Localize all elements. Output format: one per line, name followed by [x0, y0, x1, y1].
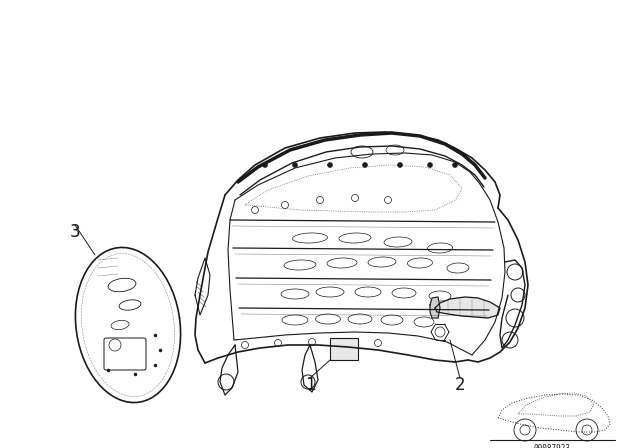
- Text: 3: 3: [70, 223, 80, 241]
- Text: 2: 2: [454, 376, 465, 394]
- Polygon shape: [430, 297, 440, 318]
- Circle shape: [328, 163, 333, 168]
- Circle shape: [292, 163, 298, 168]
- Polygon shape: [435, 297, 500, 318]
- Circle shape: [428, 163, 433, 168]
- Circle shape: [452, 163, 458, 168]
- Circle shape: [362, 163, 367, 168]
- Text: 1: 1: [305, 376, 316, 394]
- Circle shape: [397, 163, 403, 168]
- FancyBboxPatch shape: [330, 338, 358, 360]
- Circle shape: [262, 163, 268, 168]
- Text: 00087923: 00087923: [534, 444, 570, 448]
